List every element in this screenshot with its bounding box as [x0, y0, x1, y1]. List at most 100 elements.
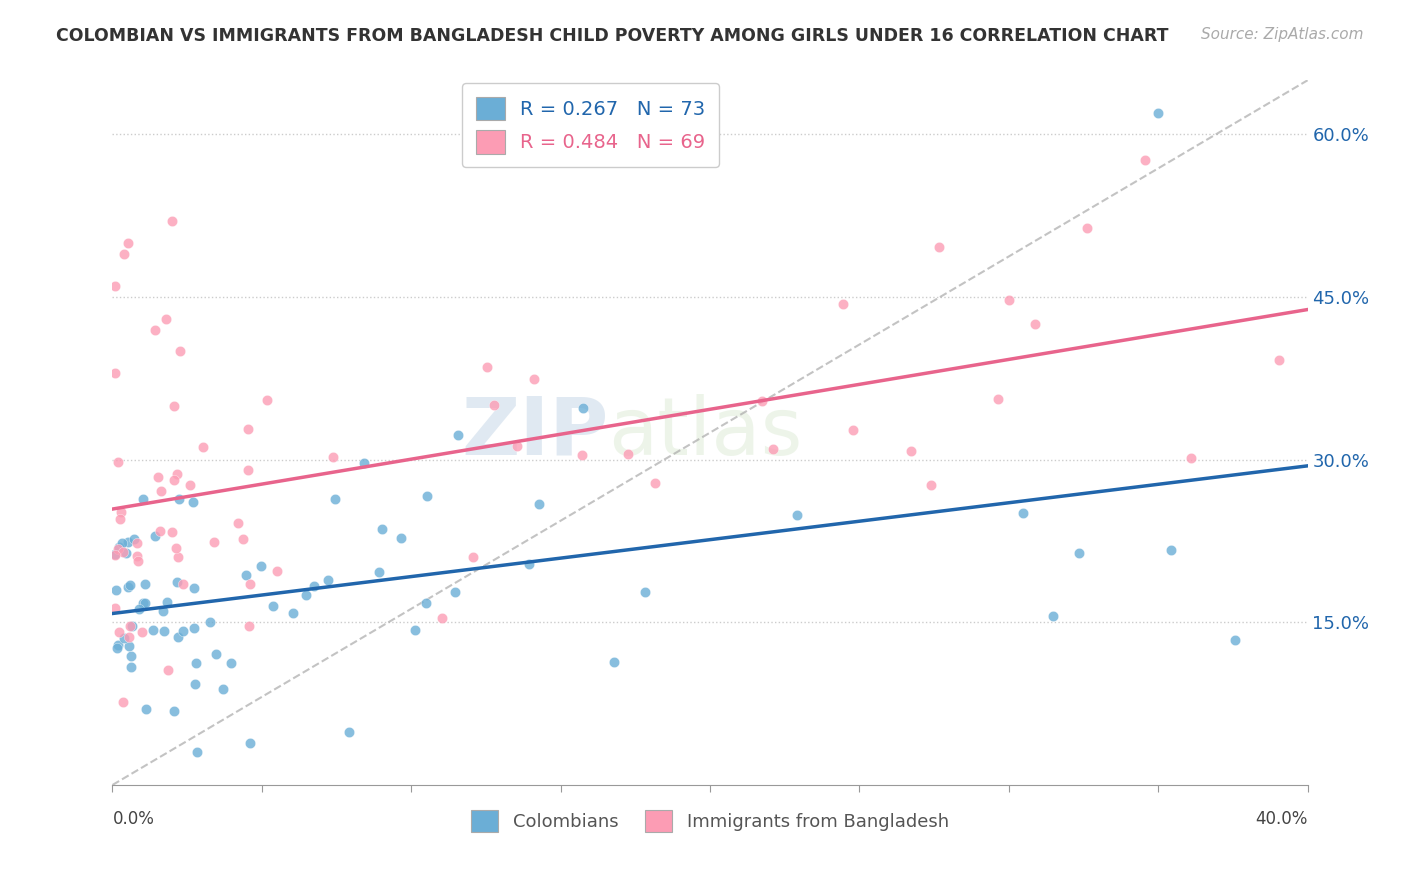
Point — [571, 401, 593, 416]
Point — [191, 440, 214, 454]
Point — [149, 484, 172, 499]
Point — [104, 548, 127, 562]
Point — [107, 455, 129, 469]
Point — [238, 618, 260, 632]
Point — [316, 573, 339, 587]
Point — [132, 492, 155, 507]
Point — [108, 512, 131, 526]
Point — [249, 559, 271, 574]
Point — [841, 423, 863, 437]
Point — [415, 489, 437, 503]
Text: 40.0%: 40.0% — [1256, 810, 1308, 828]
Point — [167, 630, 190, 644]
Point — [132, 596, 155, 610]
Point — [211, 681, 233, 696]
Point — [118, 639, 141, 653]
Point — [162, 214, 183, 228]
Point — [131, 625, 153, 640]
Point — [157, 663, 180, 677]
Point — [256, 393, 278, 408]
Point — [111, 545, 134, 559]
Point — [142, 623, 165, 637]
Point — [202, 535, 225, 549]
Point — [163, 399, 186, 413]
Point — [181, 495, 204, 509]
Point — [155, 311, 177, 326]
Point — [112, 246, 135, 260]
Point — [143, 529, 166, 543]
Point — [105, 640, 128, 655]
Point — [104, 279, 127, 293]
Point — [163, 704, 186, 718]
Point — [165, 541, 187, 556]
Point — [602, 655, 624, 669]
Point — [295, 588, 318, 602]
Point — [204, 648, 226, 662]
Point — [1267, 352, 1289, 367]
Point — [337, 724, 360, 739]
Point — [149, 524, 172, 538]
Point — [152, 604, 174, 618]
Point — [122, 533, 145, 547]
Point — [198, 615, 221, 629]
Point — [444, 584, 467, 599]
Point — [475, 360, 498, 375]
Point — [266, 564, 288, 578]
Point — [128, 602, 150, 616]
Point — [163, 473, 186, 487]
Point — [832, 297, 855, 311]
Text: 0.0%: 0.0% — [112, 810, 155, 828]
Point — [322, 450, 344, 464]
Legend: Colombians, Immigrants from Bangladesh: Colombians, Immigrants from Bangladesh — [464, 803, 956, 839]
Point — [166, 467, 188, 481]
Point — [262, 599, 284, 614]
Point — [186, 746, 208, 760]
Point — [571, 448, 593, 462]
Point — [108, 624, 131, 639]
Text: Source: ZipAtlas.com: Source: ZipAtlas.com — [1201, 27, 1364, 42]
Point — [616, 447, 638, 461]
Point — [167, 491, 190, 506]
Point — [1223, 632, 1246, 647]
Text: atlas: atlas — [609, 393, 803, 472]
Point — [523, 372, 546, 386]
Point — [134, 596, 156, 610]
Point — [120, 660, 142, 674]
Point — [179, 478, 201, 492]
Point — [1024, 317, 1046, 331]
Point — [110, 505, 132, 519]
Point — [238, 462, 260, 476]
Text: COLOMBIAN VS IMMIGRANTS FROM BANGLADESH CHILD POVERTY AMONG GIRLS UNDER 16 CORRE: COLOMBIAN VS IMMIGRANTS FROM BANGLADESH … — [56, 27, 1168, 45]
Point — [389, 531, 412, 545]
Point — [104, 547, 127, 561]
Point — [371, 522, 394, 536]
Point — [1147, 105, 1170, 120]
Point — [900, 444, 922, 458]
Point — [172, 624, 194, 639]
Point — [104, 366, 127, 380]
Point — [134, 577, 156, 591]
Point — [987, 392, 1010, 406]
Point — [117, 534, 139, 549]
Point — [998, 293, 1021, 307]
Point — [232, 532, 254, 546]
Point — [172, 577, 194, 591]
Point — [111, 535, 134, 549]
Point — [166, 549, 188, 564]
Point — [447, 428, 470, 442]
Text: ZIP: ZIP — [461, 393, 609, 472]
Point — [162, 524, 184, 539]
Point — [920, 478, 942, 492]
Point — [644, 475, 666, 490]
Point — [1180, 450, 1202, 465]
Point — [226, 516, 249, 530]
Point — [117, 235, 139, 250]
Point — [115, 546, 138, 560]
Point — [1012, 506, 1035, 520]
Point — [104, 583, 127, 598]
Point — [415, 596, 437, 610]
Point — [404, 623, 426, 637]
Point — [239, 736, 262, 750]
Point — [238, 422, 260, 436]
Point — [368, 565, 391, 579]
